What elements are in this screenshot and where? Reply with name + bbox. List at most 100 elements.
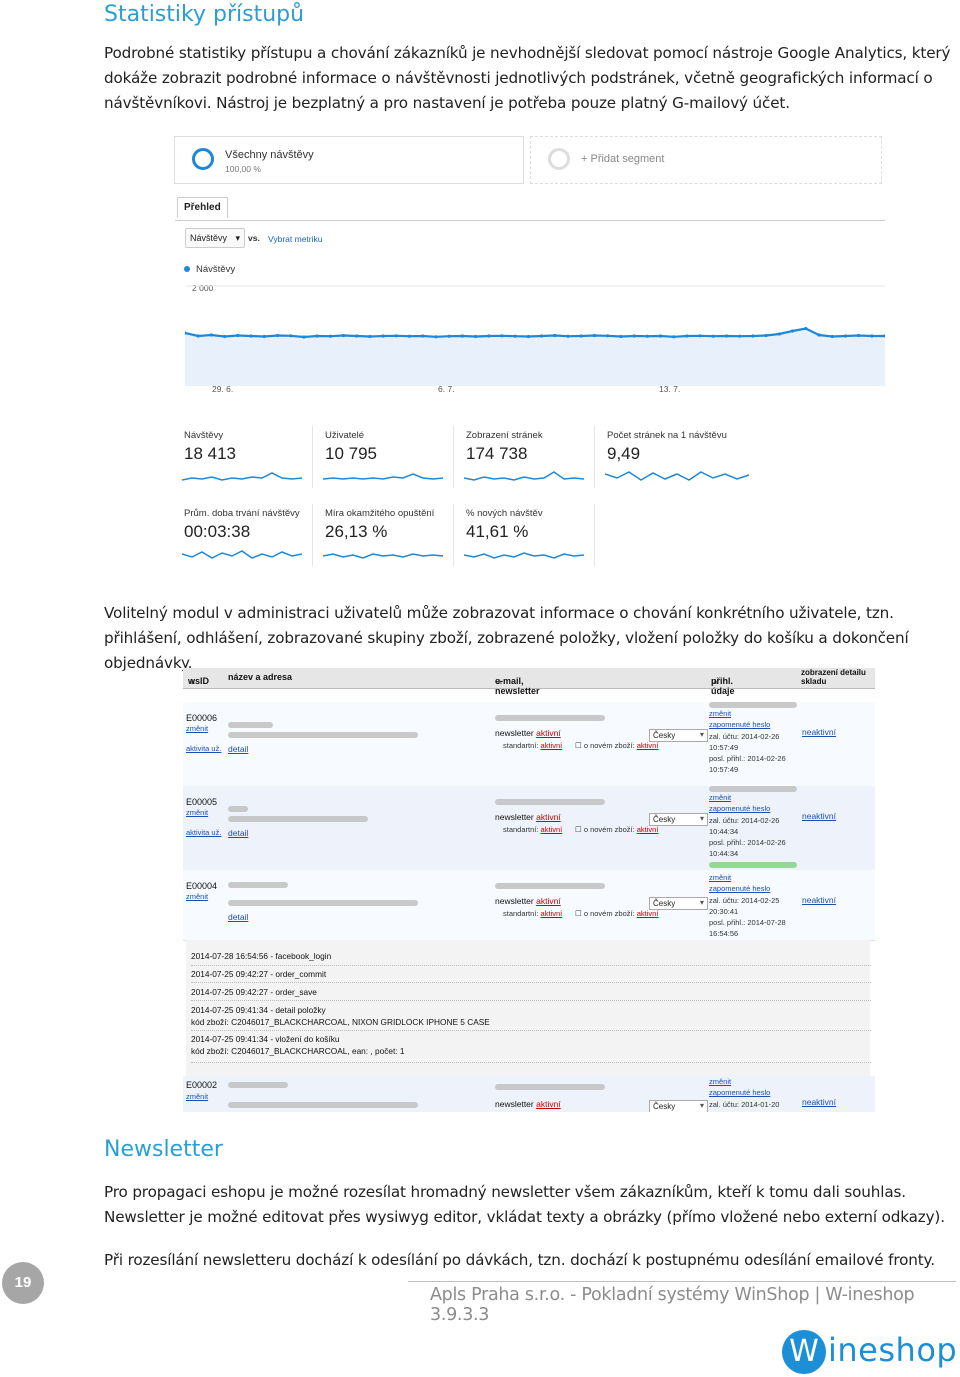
- data-point: [289, 334, 293, 338]
- active-link[interactable]: aktivní: [636, 825, 659, 834]
- kpi-visits: Návštěvy 18 413: [172, 426, 313, 488]
- newsletter-label: newsletter: [495, 1099, 534, 1109]
- blurred-name: [228, 806, 248, 812]
- standard-checkbox[interactable]: standartní: aktivní: [503, 909, 562, 918]
- detail-link[interactable]: detail: [228, 912, 249, 922]
- last-login-time: 10:44:34: [709, 849, 739, 859]
- inactive-link[interactable]: neaktivní: [802, 811, 837, 821]
- standard-label: standartní:: [503, 909, 539, 918]
- divider: [191, 1062, 871, 1063]
- active-link[interactable]: aktivní: [536, 896, 561, 906]
- data-point: [302, 335, 306, 339]
- change-link[interactable]: změnit: [186, 892, 209, 901]
- language-select[interactable]: Česky: [649, 897, 708, 910]
- change-link[interactable]: změnit: [186, 808, 209, 817]
- active-link[interactable]: aktivní: [540, 909, 563, 918]
- choose-metric-link[interactable]: Vybrat metriku: [268, 234, 323, 244]
- active-link[interactable]: aktivní: [540, 825, 563, 834]
- language-select[interactable]: Česky: [649, 729, 708, 742]
- log-entry: 2014-07-28 16:54:56 - facebook_login: [191, 951, 332, 961]
- blurred-login: [709, 702, 797, 708]
- account-created-time: 10:44:34: [709, 826, 739, 836]
- change-link[interactable]: změnit: [186, 724, 209, 733]
- data-point: [407, 334, 412, 338]
- kpi-label: Počet stránek na 1 návštěvu: [607, 430, 727, 441]
- data-point: [857, 333, 861, 338]
- activity-log: 2014-07-28 16:54:56 - facebook_login 201…: [186, 940, 871, 1076]
- change-link[interactable]: změnit: [186, 1092, 209, 1101]
- data-point: [447, 334, 451, 338]
- data-point: [751, 334, 755, 338]
- blurred-name: [228, 882, 288, 888]
- language-select[interactable]: Česky: [649, 813, 708, 826]
- change-link[interactable]: změnit: [709, 873, 732, 882]
- data-point: [566, 334, 570, 338]
- active-link[interactable]: aktivní: [636, 741, 659, 750]
- forgot-password-link[interactable]: zapomenuté heslo: [709, 720, 771, 730]
- activity-link[interactable]: aktivita už.: [186, 744, 222, 753]
- language-select[interactable]: Česky: [649, 1100, 708, 1112]
- activity-link[interactable]: aktivita už.: [186, 828, 222, 837]
- data-point: [672, 335, 676, 339]
- kpi-sparkline: [605, 471, 750, 481]
- log-entry: 2014-07-25 09:42:27 - order_save: [191, 987, 317, 997]
- data-point: [606, 334, 610, 338]
- metric-select[interactable]: Návštěvy ▾: [185, 228, 245, 248]
- data-point: [540, 334, 544, 338]
- active-link[interactable]: aktivní: [536, 728, 561, 738]
- detail-link[interactable]: detail: [228, 744, 249, 754]
- col-stock-detail[interactable]: zobrazení detailu skladu: [801, 668, 866, 686]
- data-point: [487, 334, 491, 338]
- active-link[interactable]: aktivní: [540, 741, 563, 750]
- data-point: [460, 334, 464, 338]
- blurred-name: [228, 1082, 288, 1088]
- segment-all-visits[interactable]: Všechny návštěvy 100,00 %: [174, 136, 524, 184]
- data-point: [870, 334, 874, 338]
- section-heading-newsletter: Newsletter: [104, 1137, 223, 1162]
- standard-checkbox[interactable]: standartní: aktivní: [503, 825, 562, 834]
- inactive-link[interactable]: neaktivní: [802, 1097, 837, 1107]
- data-point: [685, 334, 689, 338]
- inactive-link[interactable]: neaktivní: [802, 727, 837, 737]
- active-link[interactable]: aktivní: [536, 1099, 561, 1109]
- inactive-link[interactable]: neaktivní: [802, 895, 837, 905]
- newsletter-label: newsletter: [495, 812, 534, 822]
- active-link[interactable]: aktivní: [536, 812, 561, 822]
- tab-overview[interactable]: Přehled: [177, 197, 228, 218]
- last-login-time: 10:57:49: [709, 765, 739, 775]
- col-email-label: e-mail, newsletter: [495, 676, 540, 696]
- new-goods-checkbox[interactable]: ☐ o novém zboží: aktivní: [575, 741, 659, 750]
- visits-line-chart: [185, 285, 885, 386]
- footer-divider: [408, 1281, 956, 1282]
- standard-checkbox[interactable]: standartní: aktivní: [503, 741, 562, 750]
- data-point: [804, 326, 808, 331]
- detail-link[interactable]: detail: [228, 828, 249, 838]
- wineshop-logo: W ineshop: [782, 1330, 958, 1374]
- change-link[interactable]: změnit: [709, 1077, 732, 1086]
- change-link[interactable]: změnit: [709, 793, 732, 802]
- forgot-password-link[interactable]: zapomenuté heslo: [709, 884, 771, 894]
- last-login: posl. přihl.: 2014-02-26: [709, 754, 786, 764]
- table-row: E00002 změnit newsletter aktivní Česky z…: [183, 1076, 875, 1112]
- forgot-password-link[interactable]: zapomenuté heslo: [709, 1088, 771, 1098]
- legend-label: Návštěvy: [196, 264, 236, 275]
- add-segment-label: + Přidat segment: [581, 153, 665, 165]
- change-link[interactable]: změnit: [709, 709, 732, 718]
- table-header: ▲ wsID název a adresa ▲ e-mail, newslett…: [183, 668, 875, 696]
- data-point: [328, 334, 332, 338]
- blurred-address: [228, 732, 418, 738]
- blurred-email: [495, 883, 605, 889]
- new-goods-checkbox[interactable]: ☐ o novém zboží: aktivní: [575, 909, 659, 918]
- segment-ring-icon: [192, 148, 214, 170]
- table-row: E00006 změnit aktivita už. detail newsle…: [183, 702, 875, 787]
- add-segment-button[interactable]: + Přidat segment: [530, 136, 882, 184]
- customer-admin-screenshot: ▲ wsID název a adresa ▲ e-mail, newslett…: [183, 668, 875, 1112]
- data-point: [394, 334, 398, 338]
- col-name-address[interactable]: název a adresa: [228, 672, 293, 682]
- customer-id: E00004: [186, 881, 218, 891]
- new-goods-checkbox[interactable]: ☐ o novém zboží: aktivní: [575, 825, 659, 834]
- data-point: [315, 334, 319, 338]
- active-link[interactable]: aktivní: [636, 909, 659, 918]
- forgot-password-link[interactable]: zapomenuté heslo: [709, 804, 771, 814]
- kpi-label: Zobrazení stránek: [466, 430, 543, 441]
